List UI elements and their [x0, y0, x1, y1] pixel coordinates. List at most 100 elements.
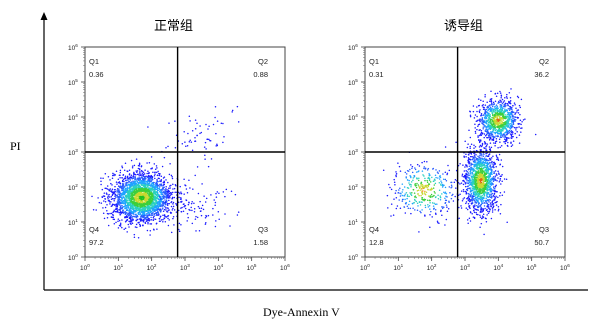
event-dot — [481, 118, 483, 120]
event-dot — [483, 205, 486, 207]
event-dot — [149, 188, 152, 191]
event-dot — [130, 201, 133, 203]
y-tick-label: 101 — [68, 218, 78, 227]
panel-title: 诱导组 — [444, 19, 483, 34]
event-dot — [138, 173, 140, 175]
plot-panel-induced: 诱导组 100100101101102102103103104104105105… — [348, 19, 570, 272]
event-dot — [175, 211, 178, 213]
event-dot — [121, 194, 124, 196]
event-dot — [487, 119, 490, 121]
event-dot — [92, 208, 95, 211]
event-dot — [133, 193, 136, 196]
event-dot — [206, 138, 208, 141]
event-dot — [495, 131, 497, 134]
event-dot — [155, 211, 158, 214]
event-dot — [477, 125, 479, 128]
event-dot — [489, 115, 491, 117]
event-dot — [493, 142, 495, 144]
event-dot — [476, 128, 478, 131]
event-dot — [149, 223, 151, 225]
event-dot — [499, 146, 501, 149]
event-dot — [125, 194, 128, 197]
event-dot — [192, 188, 194, 190]
event-dot — [122, 196, 124, 198]
event-dot — [483, 140, 486, 143]
event-dot — [512, 119, 514, 122]
event-dot — [115, 181, 118, 183]
event-dot — [495, 123, 497, 125]
event-dot — [466, 182, 468, 184]
event-dot — [491, 139, 493, 141]
event-dot — [470, 143, 473, 146]
event-dot — [512, 140, 515, 142]
event-dot — [165, 193, 168, 195]
event-dot — [514, 120, 516, 122]
event-dot — [130, 221, 133, 223]
event-dot — [509, 102, 512, 105]
event-dot — [482, 127, 484, 130]
event-dot — [132, 211, 134, 214]
q2-value: 0.88 — [253, 70, 268, 79]
event-dot — [484, 130, 487, 132]
event-dot — [509, 97, 512, 99]
event-dot — [165, 200, 168, 202]
event-dot — [107, 224, 110, 227]
event-dot — [493, 131, 495, 134]
event-dot — [112, 192, 115, 195]
event-dot — [137, 195, 139, 197]
event-dot — [484, 207, 486, 210]
event-dot — [152, 216, 155, 219]
event-dot — [112, 211, 114, 214]
event-dot — [140, 197, 143, 199]
event-dot — [485, 220, 488, 223]
event-dot — [126, 209, 129, 212]
event-dot — [460, 182, 463, 184]
event-dot — [124, 175, 127, 177]
event-dot — [490, 205, 492, 208]
event-dot — [499, 192, 502, 194]
event-dot — [147, 206, 150, 209]
event-dot — [482, 186, 485, 188]
event-dot — [470, 175, 473, 177]
event-dot — [148, 187, 151, 190]
event-dot — [114, 188, 116, 191]
event-dot — [494, 187, 496, 190]
event-dot — [484, 96, 486, 98]
dot-layer — [91, 105, 240, 239]
event-dot — [487, 212, 490, 215]
event-dot — [115, 205, 117, 208]
event-dot — [482, 183, 484, 186]
event-dot — [172, 188, 174, 190]
event-dot — [164, 205, 166, 208]
event-dot — [481, 194, 483, 197]
event-dot — [142, 178, 144, 181]
event-dot — [157, 198, 160, 200]
event-dot — [518, 122, 521, 125]
event-dot — [177, 201, 180, 203]
event-dot — [205, 148, 207, 150]
event-dot — [487, 128, 490, 130]
event-dot — [498, 122, 501, 124]
event-dot — [142, 196, 144, 199]
event-dot — [215, 220, 217, 222]
event-dot — [115, 203, 118, 206]
event-dot — [147, 126, 149, 128]
event-dot — [119, 195, 121, 197]
event-dot — [152, 205, 155, 207]
event-dot — [138, 197, 141, 200]
event-dot — [502, 119, 504, 121]
event-dot — [497, 196, 499, 199]
event-dot — [159, 215, 162, 217]
event-dot — [470, 165, 472, 167]
event-dot — [132, 206, 134, 209]
event-dot — [129, 220, 132, 222]
event-dot — [155, 186, 157, 188]
event-dot — [185, 199, 187, 201]
event-dot — [204, 217, 207, 219]
event-dot — [503, 134, 505, 136]
event-dot — [203, 195, 205, 197]
event-dot — [163, 197, 165, 199]
event-dot — [115, 170, 118, 172]
event-dot — [472, 158, 474, 161]
event-dot — [487, 109, 489, 112]
